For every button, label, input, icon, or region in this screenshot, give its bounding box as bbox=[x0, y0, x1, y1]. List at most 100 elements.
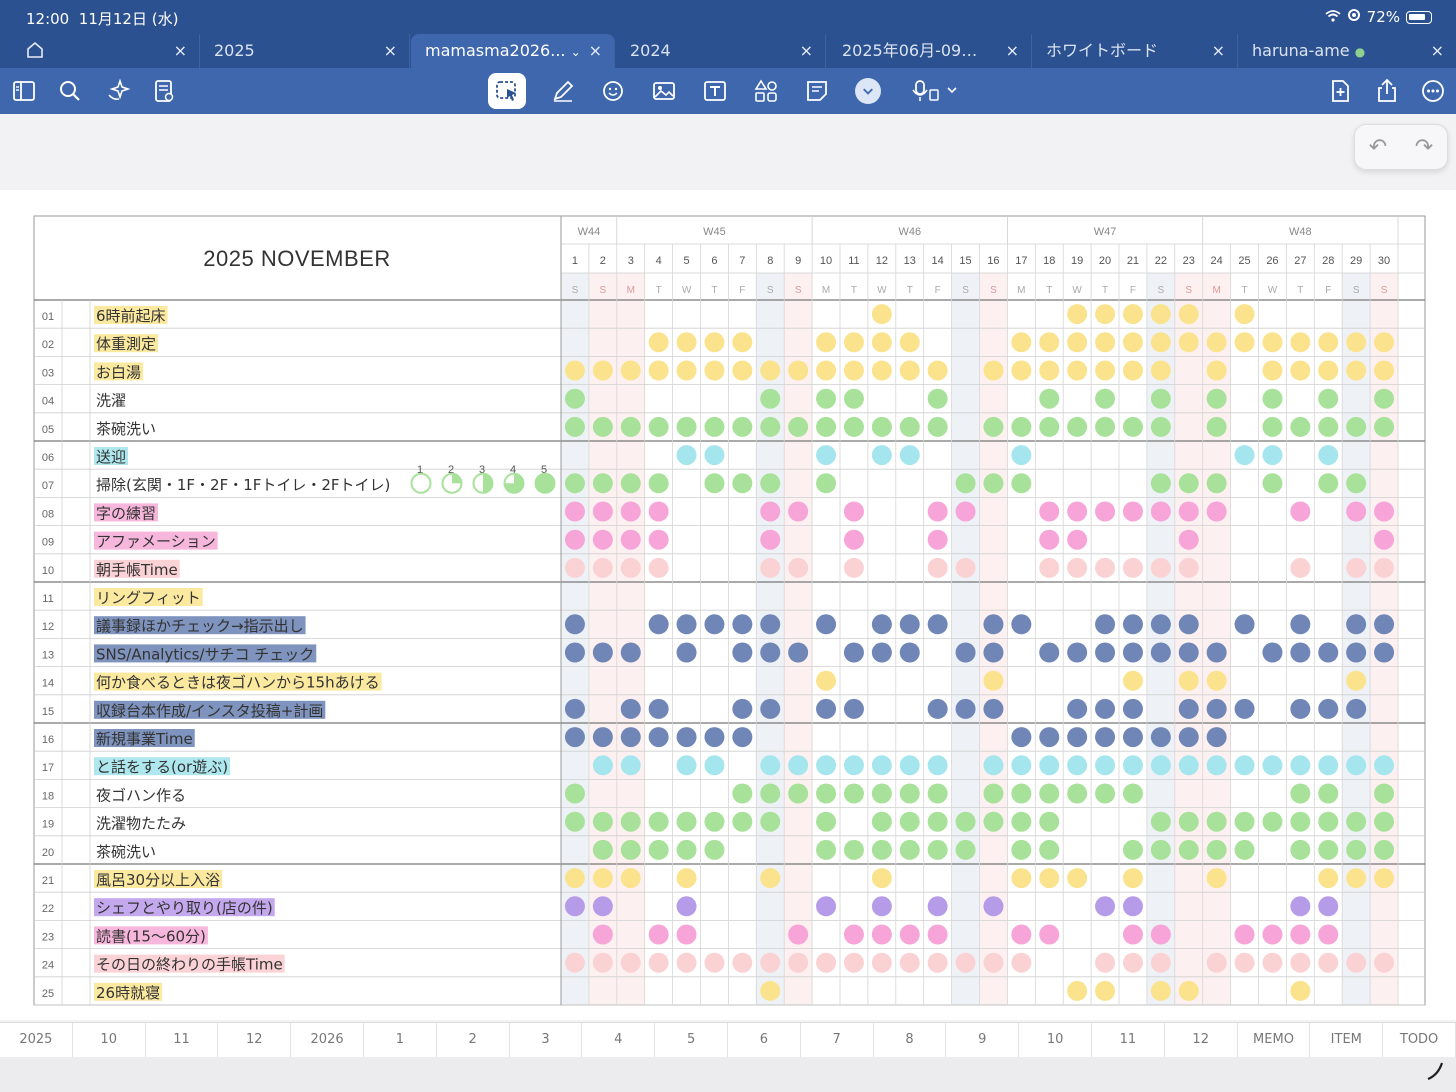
habit-dot[interactable] bbox=[1067, 332, 1088, 353]
habit-dot[interactable] bbox=[983, 755, 1004, 776]
index-tab-10[interactable]: 10 bbox=[1019, 1023, 1092, 1057]
habit-dot[interactable] bbox=[620, 416, 641, 437]
tab-2025-06-09[interactable]: 2025年06月-09… × bbox=[828, 34, 1032, 68]
habit-dot[interactable] bbox=[1067, 755, 1088, 776]
habit-dot[interactable] bbox=[1290, 783, 1311, 804]
habit-dot[interactable] bbox=[843, 557, 864, 578]
habit-dot[interactable] bbox=[816, 388, 837, 409]
habit-dot[interactable] bbox=[1039, 868, 1060, 889]
habit-dot[interactable] bbox=[592, 416, 613, 437]
habit-dot[interactable] bbox=[1122, 501, 1143, 522]
habit-dot[interactable] bbox=[1067, 980, 1088, 1001]
habit-dot[interactable] bbox=[1374, 360, 1395, 381]
habit-dot[interactable] bbox=[760, 557, 781, 578]
habit-dot[interactable] bbox=[1095, 416, 1116, 437]
habit-dot[interactable] bbox=[1262, 952, 1283, 973]
habit-dot[interactable] bbox=[1290, 360, 1311, 381]
habit-dot[interactable] bbox=[760, 642, 781, 663]
more-icon[interactable] bbox=[1418, 76, 1448, 106]
habit-dot[interactable] bbox=[1011, 811, 1032, 832]
note-icon[interactable] bbox=[802, 76, 832, 106]
habit-dot[interactable] bbox=[1178, 698, 1199, 719]
habit-dot[interactable] bbox=[648, 332, 669, 353]
habit-dot[interactable] bbox=[1206, 360, 1227, 381]
habit-dot[interactable] bbox=[1374, 811, 1395, 832]
habit-dot[interactable] bbox=[1318, 755, 1339, 776]
habit-dot[interactable] bbox=[899, 614, 920, 635]
habit-dot[interactable] bbox=[927, 924, 948, 945]
habit-dot[interactable] bbox=[1095, 388, 1116, 409]
habit-dot[interactable] bbox=[1262, 445, 1283, 466]
habit-dot[interactable] bbox=[1262, 360, 1283, 381]
habit-dot[interactable] bbox=[648, 501, 669, 522]
habit-dot[interactable] bbox=[704, 839, 725, 860]
habit-dot[interactable] bbox=[1206, 416, 1227, 437]
habit-dot[interactable] bbox=[843, 924, 864, 945]
habit-dot[interactable] bbox=[648, 614, 669, 635]
habit-dot[interactable] bbox=[955, 952, 976, 973]
habit-dot[interactable] bbox=[816, 839, 837, 860]
habit-dot[interactable] bbox=[760, 473, 781, 494]
habit-dot[interactable] bbox=[1067, 529, 1088, 550]
habit-dot[interactable] bbox=[676, 952, 697, 973]
habit-dot[interactable] bbox=[1318, 698, 1339, 719]
habit-dot[interactable] bbox=[648, 727, 669, 748]
habit-dot[interactable] bbox=[1150, 924, 1171, 945]
habit-dot[interactable] bbox=[955, 839, 976, 860]
habit-dot[interactable] bbox=[1262, 388, 1283, 409]
habit-dot[interactable] bbox=[1011, 952, 1032, 973]
habit-dot[interactable] bbox=[676, 924, 697, 945]
habit-dot[interactable] bbox=[760, 501, 781, 522]
habit-dot[interactable] bbox=[1150, 980, 1171, 1001]
habit-dot[interactable] bbox=[871, 416, 892, 437]
habit-dot[interactable] bbox=[899, 416, 920, 437]
habit-dot[interactable] bbox=[648, 839, 669, 860]
habit-dot[interactable] bbox=[732, 698, 753, 719]
habit-dot[interactable] bbox=[816, 755, 837, 776]
habit-dot[interactable] bbox=[648, 557, 669, 578]
habit-dot[interactable] bbox=[955, 698, 976, 719]
text-box-icon[interactable] bbox=[700, 76, 730, 106]
habit-dot[interactable] bbox=[816, 332, 837, 353]
habit-dot[interactable] bbox=[564, 783, 585, 804]
habit-dot[interactable] bbox=[1039, 332, 1060, 353]
habit-dot[interactable] bbox=[1178, 755, 1199, 776]
habit-dot[interactable] bbox=[676, 727, 697, 748]
habit-dot[interactable] bbox=[871, 839, 892, 860]
habit-dot[interactable] bbox=[816, 670, 837, 691]
habit-dot[interactable] bbox=[1318, 839, 1339, 860]
habit-dot[interactable] bbox=[760, 698, 781, 719]
index-tab-memo[interactable]: MEMO bbox=[1238, 1023, 1311, 1057]
habit-dot[interactable] bbox=[564, 501, 585, 522]
habit-dot[interactable] bbox=[704, 755, 725, 776]
habit-dot[interactable] bbox=[1206, 952, 1227, 973]
habit-dot[interactable] bbox=[871, 924, 892, 945]
habit-dot[interactable] bbox=[1234, 304, 1255, 325]
habit-dot[interactable] bbox=[1067, 642, 1088, 663]
habit-dot[interactable] bbox=[1039, 501, 1060, 522]
habit-dot[interactable] bbox=[1150, 727, 1171, 748]
habit-dot[interactable] bbox=[1290, 755, 1311, 776]
habit-dot[interactable] bbox=[1122, 727, 1143, 748]
habit-dot[interactable] bbox=[983, 416, 1004, 437]
habit-dot[interactable] bbox=[788, 924, 809, 945]
habit-dot[interactable] bbox=[732, 473, 753, 494]
habit-dot[interactable] bbox=[1011, 360, 1032, 381]
habit-dot[interactable] bbox=[871, 952, 892, 973]
habit-dot[interactable] bbox=[704, 416, 725, 437]
habit-dot[interactable] bbox=[676, 614, 697, 635]
habit-dot[interactable] bbox=[760, 980, 781, 1001]
habit-dot[interactable] bbox=[1122, 952, 1143, 973]
habit-dot[interactable] bbox=[1318, 783, 1339, 804]
habit-dot[interactable] bbox=[1318, 896, 1339, 917]
habit-dot[interactable] bbox=[1290, 952, 1311, 973]
habit-dot[interactable] bbox=[592, 839, 613, 860]
habit-dot[interactable] bbox=[1346, 642, 1367, 663]
habit-dot[interactable] bbox=[1067, 501, 1088, 522]
habit-dot[interactable] bbox=[620, 727, 641, 748]
habit-dot[interactable] bbox=[843, 332, 864, 353]
habit-dot[interactable] bbox=[1206, 755, 1227, 776]
habit-dot[interactable] bbox=[871, 360, 892, 381]
habit-dot[interactable] bbox=[1178, 529, 1199, 550]
habit-dot[interactable] bbox=[1206, 332, 1227, 353]
